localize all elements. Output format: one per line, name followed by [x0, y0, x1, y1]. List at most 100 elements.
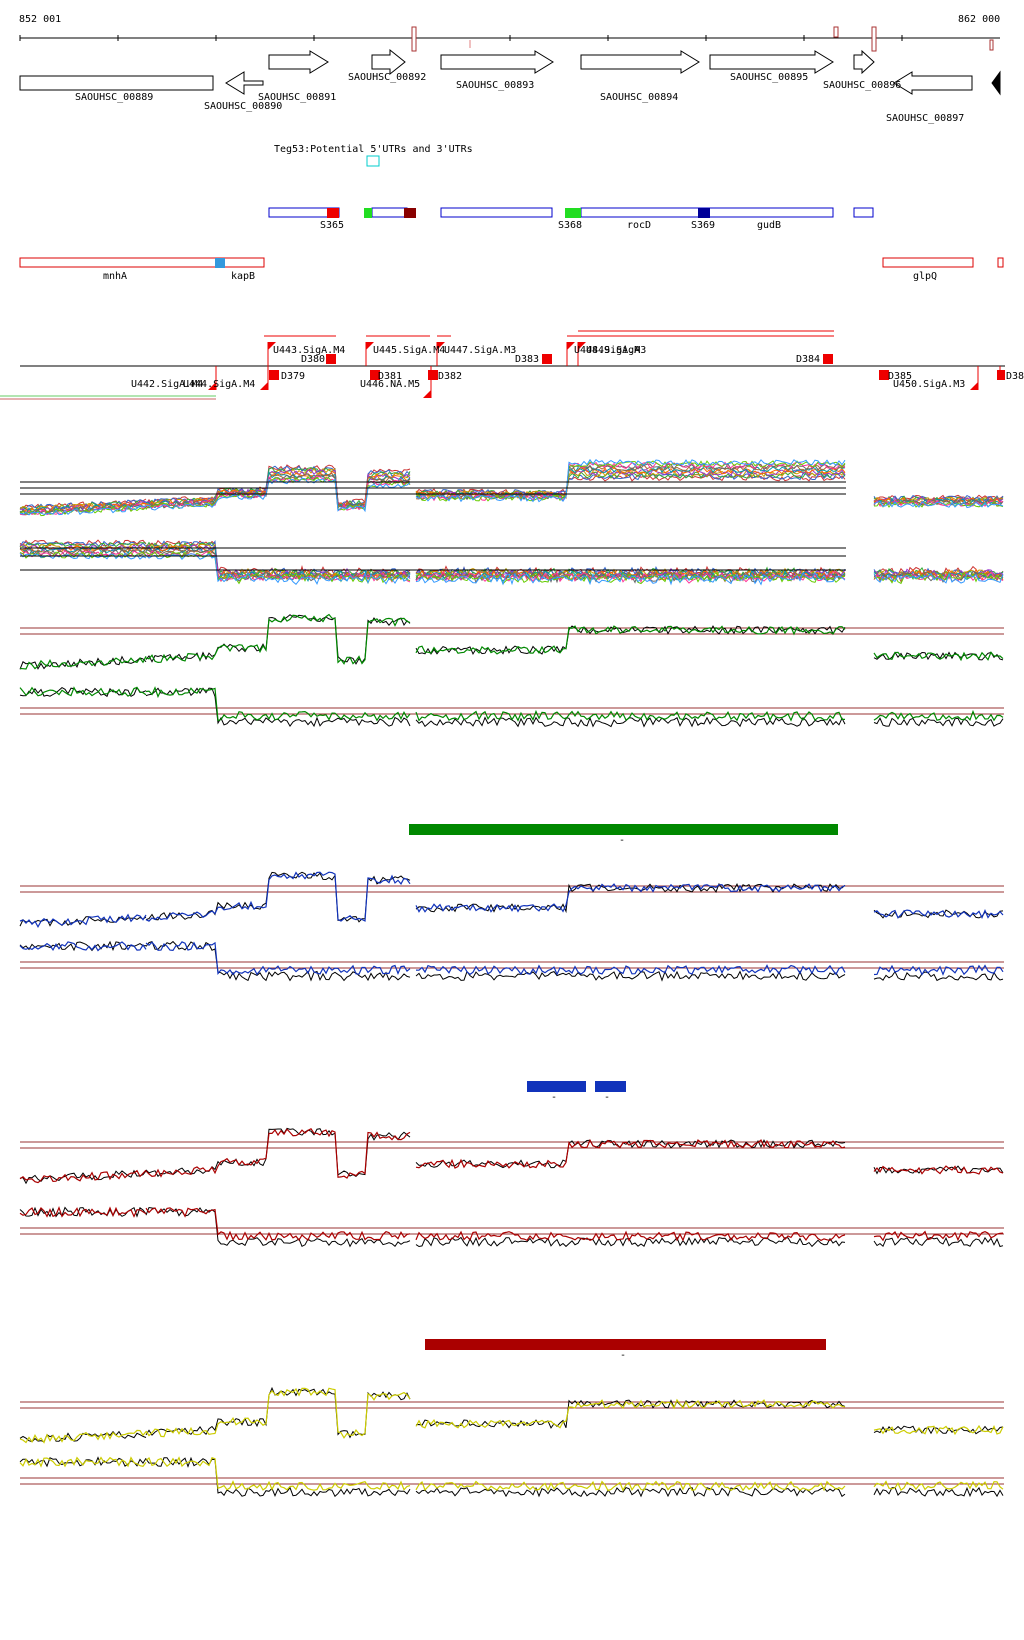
- signal-trace: [415, 472, 846, 497]
- terminator-label: D383: [515, 354, 539, 365]
- gene-label: SAOUHSC_00894: [600, 92, 678, 103]
- signal-trace: [415, 1230, 846, 1242]
- gene-edge-marker: [991, 70, 1001, 96]
- teg53-label: Teg53:Potential 5'UTRs and 3'UTRs: [274, 144, 473, 155]
- signal-trace: [415, 567, 846, 581]
- promoter-track: U443.SigA.M4 U445.SigA.M4 U447.SigA.M3 U…: [0, 330, 1024, 400]
- signal-trace: [873, 1230, 1004, 1242]
- ruler-end-label: 862 000: [958, 14, 1000, 25]
- signal-trace: [415, 716, 846, 728]
- teg53-feature[interactable]: [366, 155, 380, 167]
- gene-label: SAOUHSC_00890: [204, 101, 282, 112]
- gene-sa00897[interactable]: [893, 71, 973, 95]
- signal-trace: [873, 717, 1004, 727]
- gene-track: [19, 48, 1001, 96]
- gene-label: SAOUHSC_00893: [456, 80, 534, 91]
- signal-trace: [873, 651, 1004, 662]
- promoter-label: U450.SigA.M3: [893, 379, 965, 390]
- signal-trace: [19, 1456, 147, 1468]
- region-bar-dash: -: [551, 1092, 557, 1103]
- terminator-label: D379: [281, 371, 305, 382]
- signal-trace: [873, 970, 1004, 982]
- signal-trace: [145, 1207, 411, 1242]
- terminator-label: D380: [301, 354, 325, 365]
- signal-trace: [415, 1486, 846, 1498]
- signal-trace: [873, 1236, 1004, 1248]
- signal-trace: [19, 940, 147, 952]
- gene-label: SAOUHSC_00896: [823, 80, 901, 91]
- region-bar-dash: -: [619, 835, 625, 846]
- region-bar-green[interactable]: [409, 824, 838, 835]
- signal-trace: [19, 539, 147, 547]
- feature-label: rocD: [627, 220, 651, 231]
- signal-trace: [873, 500, 1004, 509]
- terminator-label: D381: [378, 371, 402, 382]
- gene-sa00895[interactable]: [709, 50, 834, 74]
- gene-sa00889[interactable]: [19, 75, 214, 91]
- signal-trace: [145, 871, 411, 922]
- signal-trace: [873, 1424, 1004, 1436]
- signal-trace: [19, 1206, 147, 1218]
- signal-trace: [145, 553, 411, 586]
- feature-label: gudB: [757, 220, 781, 231]
- promoter-label: U444.SigA.M4: [183, 379, 255, 390]
- terminator-label: D38: [1006, 371, 1024, 382]
- signal-trace: [873, 1486, 1004, 1498]
- signal-trace: [145, 941, 411, 976]
- coordinate-ruler: 852 001 862 000: [19, 14, 1000, 52]
- red-feature-track: mnhA kapB glpQ: [19, 257, 1004, 282]
- signal-trace: [415, 709, 845, 722]
- signal-trace: [145, 613, 411, 665]
- signal-trace: [415, 964, 846, 976]
- region-bar-red[interactable]: [425, 1339, 826, 1350]
- signal-trace: [19, 686, 147, 698]
- signal-trace: [415, 466, 846, 499]
- signal-trace: [145, 1206, 411, 1248]
- signal-trace: [19, 504, 147, 516]
- signal-trace: [415, 1399, 846, 1429]
- signal-trace: [145, 551, 411, 585]
- signal-trace: [19, 552, 147, 560]
- signal-trace: [415, 625, 846, 655]
- signal-trace: [415, 458, 846, 503]
- promoter-label: U445.SigA.M4: [373, 345, 445, 356]
- signal-trace: [19, 540, 147, 548]
- signal-trace: [415, 1398, 846, 1429]
- region-bar-blue[interactable]: [595, 1081, 626, 1092]
- signal-trace: [415, 1138, 846, 1169]
- signal-trace: [19, 656, 147, 670]
- signal-trace: [19, 1169, 147, 1185]
- signal-tracks: [19, 458, 1004, 1498]
- feature-label: kapB: [231, 271, 255, 282]
- signal-trace: [873, 709, 1004, 722]
- signal-trace: [415, 469, 846, 498]
- blue-feature-track: S365 S368 rocD S369 gudB: [268, 207, 874, 231]
- signal-trace: [19, 1206, 147, 1218]
- gene-label: SAOUHSC_00892: [348, 72, 426, 83]
- gene-sa00891[interactable]: [268, 50, 329, 74]
- promoter-label: U443.SigA.M4: [273, 345, 345, 356]
- promoter-label: U449.SigA: [586, 345, 640, 356]
- feature-label: mnhA: [103, 271, 127, 282]
- gene-sa00892[interactable]: [371, 48, 406, 76]
- signal-trace: [19, 686, 147, 697]
- signal-trace: [415, 571, 846, 585]
- gene-sa00893[interactable]: [440, 50, 554, 74]
- signal-trace: [415, 970, 846, 982]
- signal-trace: [873, 1165, 1004, 1175]
- gene-sa00890[interactable]: [225, 71, 264, 95]
- signal-trace: [145, 687, 411, 728]
- feature-label: S369: [691, 220, 715, 231]
- signal-trace: [415, 571, 846, 586]
- signal-trace: [19, 1429, 147, 1444]
- gene-sa00894[interactable]: [580, 50, 700, 74]
- feature-label: glpQ: [913, 271, 937, 282]
- signal-trace: [145, 686, 411, 722]
- region-bar-blue[interactable]: [527, 1081, 586, 1092]
- gene-sa00896[interactable]: [853, 49, 875, 75]
- signal-trace: [145, 1456, 411, 1491]
- signal-trace: [873, 964, 1004, 976]
- region-bar-dash: -: [604, 1092, 610, 1103]
- signal-trace: [145, 474, 411, 510]
